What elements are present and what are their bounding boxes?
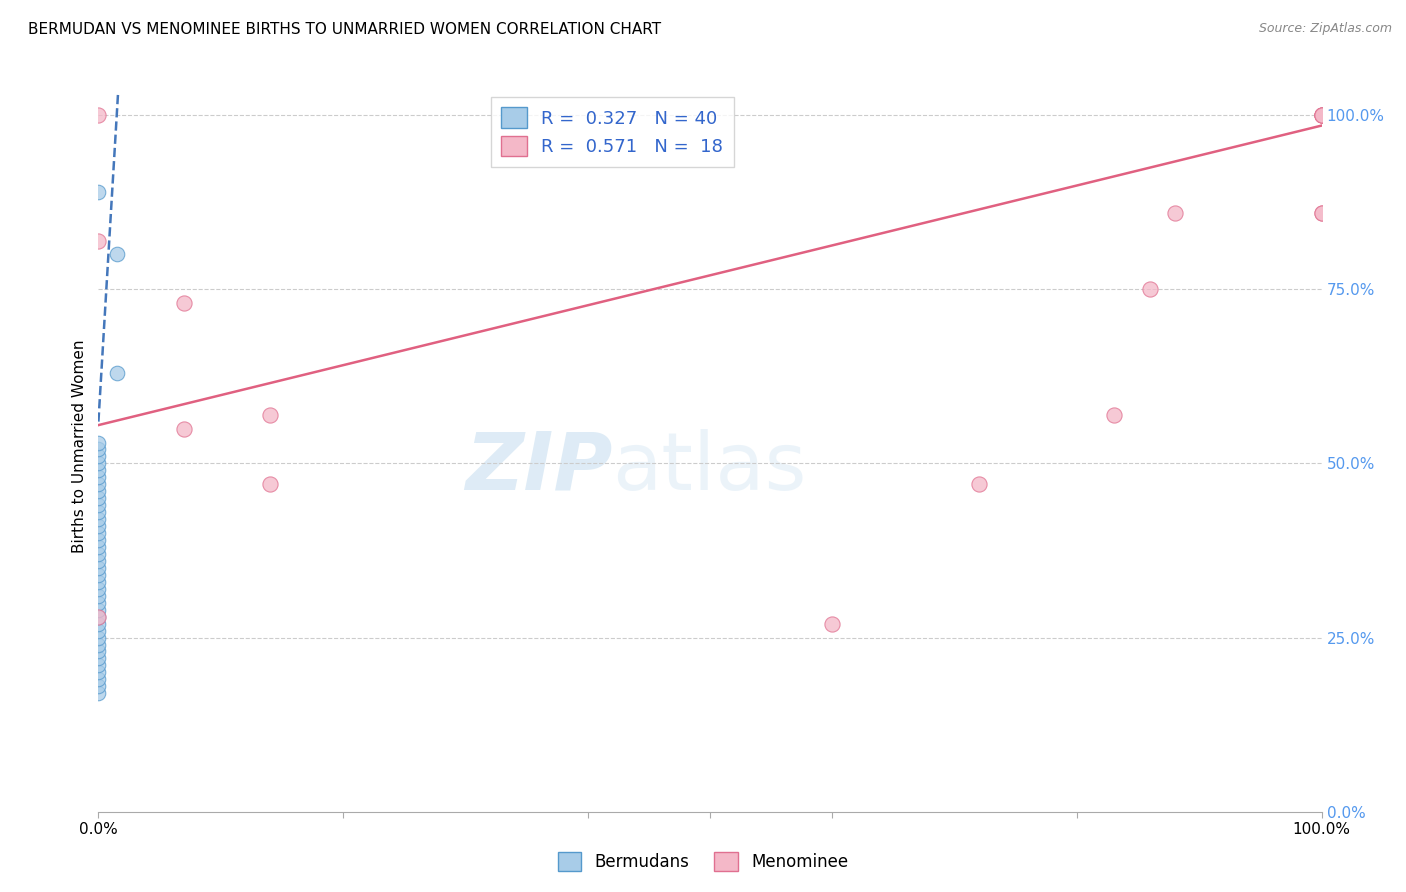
Point [105,366,128,380]
Point [87,624,110,638]
Point [87,658,110,673]
Text: atlas: atlas [612,429,807,507]
Point [87,567,110,582]
Point [87,589,110,603]
Point [259,477,281,491]
Point [87,491,110,506]
Point [87,526,110,541]
Point [105,247,128,261]
Point [87,582,110,596]
Point [87,470,110,484]
Point [87,477,110,491]
Point [87,644,110,658]
Point [87,108,110,122]
Legend: Bermudans, Menominee: Bermudans, Menominee [550,843,856,880]
Point [1310,205,1333,219]
Point [87,519,110,533]
Point [87,561,110,575]
Point [967,477,990,491]
Point [1164,205,1187,219]
Point [87,185,110,199]
Legend: R =  0.327   N = 40, R =  0.571   N =  18: R = 0.327 N = 40, R = 0.571 N = 18 [491,96,734,167]
Point [87,673,110,687]
Point [87,554,110,568]
Point [87,442,110,457]
Point [87,651,110,665]
Point [173,296,195,310]
Point [87,616,110,631]
Point [1310,108,1333,122]
Point [87,665,110,680]
Point [87,540,110,554]
Point [87,609,110,624]
Point [87,679,110,693]
Point [87,603,110,617]
Point [87,484,110,499]
Point [821,616,844,631]
Point [259,408,281,422]
Point [87,609,110,624]
Point [173,421,195,435]
Point [87,457,110,471]
Point [1139,282,1161,296]
Point [87,596,110,610]
Text: ZIP: ZIP [465,429,612,507]
Text: BERMUDAN VS MENOMINEE BIRTHS TO UNMARRIED WOMEN CORRELATION CHART: BERMUDAN VS MENOMINEE BIRTHS TO UNMARRIE… [28,22,661,37]
Point [87,234,110,248]
Point [87,505,110,519]
Point [87,450,110,464]
Point [87,463,110,477]
Point [87,574,110,589]
Point [87,638,110,652]
Point [1310,108,1333,122]
Y-axis label: Births to Unmarried Women: Births to Unmarried Women [72,339,87,553]
Point [87,686,110,700]
Point [87,533,110,547]
Point [1310,108,1333,122]
Point [87,631,110,645]
Point [1310,108,1333,122]
Point [1102,408,1125,422]
Point [87,435,110,450]
Point [87,512,110,526]
Text: Source: ZipAtlas.com: Source: ZipAtlas.com [1258,22,1392,36]
Point [87,498,110,512]
Point [1310,205,1333,219]
Point [87,547,110,561]
